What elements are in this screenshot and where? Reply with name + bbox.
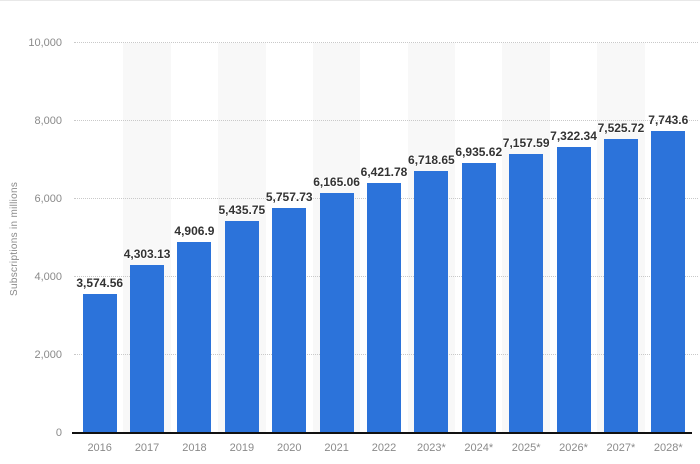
x-axis-tick-label: 2025* [511, 442, 541, 454]
x-axis-tick-label: 2017 [134, 442, 160, 454]
bar-value-label: 4,303.13 [123, 247, 171, 262]
x-axis-tick-label: 2026* [559, 442, 588, 454]
y-axis-tick-label: 10,000 [28, 37, 62, 49]
bar-2019[interactable] [224, 221, 259, 433]
bar-2023[interactable] [414, 170, 449, 433]
bar-value-label: 7,525.72 [597, 121, 645, 136]
bar-2017[interactable] [130, 265, 165, 433]
bar-value-label: 3,574.56 [76, 275, 124, 290]
bar-value-label: 4,906.9 [174, 223, 215, 238]
bar-2024[interactable] [461, 162, 496, 433]
x-axis-tick-label: 2019 [229, 442, 255, 454]
bar-value-label: 7,322.34 [550, 129, 597, 144]
bar-2016[interactable] [82, 293, 117, 433]
x-axis-tick-label: 2024* [464, 442, 494, 454]
y-axis-tick-label: 2,000 [34, 349, 62, 361]
gridline [74, 120, 698, 121]
x-axis-tick-label: 2022 [371, 442, 397, 454]
x-axis-tick-label: 2027* [606, 442, 636, 454]
y-axis-tick-label: 4,000 [34, 271, 62, 283]
bar-value-label: 6,165.06 [313, 174, 360, 189]
bar-value-label: 6,935.62 [455, 144, 503, 159]
bar-value-label: 7,743.6 [648, 112, 689, 127]
bar-2022[interactable] [367, 182, 401, 433]
bar-value-label: 6,421.78 [360, 164, 408, 179]
bar-value-label: 5,757.73 [265, 190, 313, 205]
x-axis-tick-label: 2020 [276, 442, 302, 454]
gridline [74, 42, 698, 43]
bar-2028[interactable] [651, 130, 686, 433]
y-axis-tick-label: 0 [55, 427, 62, 439]
x-axis-tick-label: 2016 [87, 442, 112, 454]
bar-value-label: 7,157.59 [502, 135, 550, 150]
bar-value-label: 5,435.75 [218, 203, 266, 217]
x-axis-tick-label: 2021 [324, 442, 349, 454]
bar-value-label: 6,718.65 [408, 152, 455, 167]
x-axis-line [72, 432, 692, 434]
bar-2026[interactable] [556, 147, 591, 433]
x-axis-tick-label: 2028* [653, 442, 683, 454]
x-axis-tick-label: 2023* [416, 442, 446, 454]
bar-2018[interactable] [177, 241, 212, 433]
x-axis-tick-label: 2018 [182, 442, 207, 454]
card-top-border [0, 0, 700, 1]
y-axis-tick-label: 8,000 [34, 115, 62, 127]
bar-2027[interactable] [603, 139, 638, 433]
bar-2020[interactable] [272, 208, 307, 433]
bar-2021[interactable] [319, 192, 354, 433]
bar-2025[interactable] [509, 153, 544, 433]
y-axis-tick-label: 6,000 [34, 193, 62, 205]
